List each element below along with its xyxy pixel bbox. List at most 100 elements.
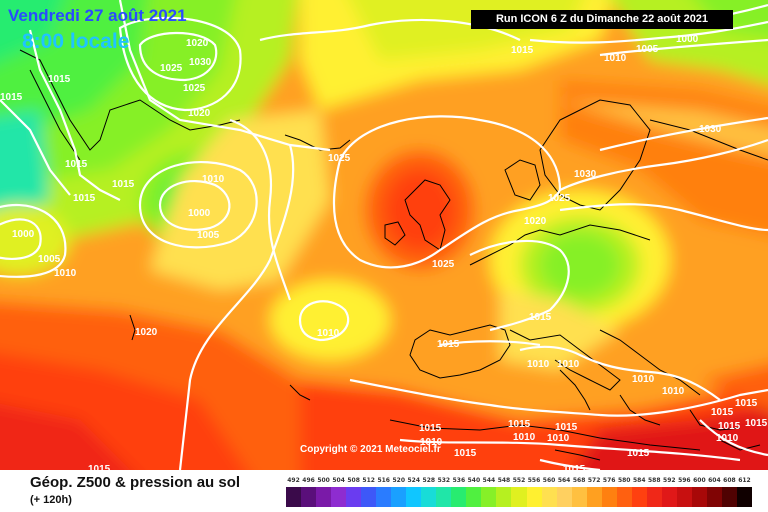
scale-tick-label: 544: [482, 477, 496, 484]
pressure-label: 1000: [12, 229, 35, 240]
scale-swatch: [466, 487, 482, 507]
scale-swatch: [331, 487, 347, 507]
scale-tick-label: 552: [512, 477, 526, 484]
scale-swatch: [391, 487, 407, 507]
pressure-label: 1015: [627, 448, 650, 459]
pressure-label: 1015: [745, 418, 768, 429]
legend-panel: Géop. Z500 & pression au sol (+ 120h) 49…: [0, 470, 768, 512]
coastlines: [19, 49, 768, 461]
scale-tick-label: 608: [723, 477, 736, 484]
pressure-label: 1010: [547, 433, 570, 444]
scale-swatch: [301, 487, 317, 507]
scale-tick-label: 516: [377, 477, 390, 484]
pressure-label: 1005: [38, 254, 61, 265]
pressure-label: 1030: [699, 124, 722, 135]
scale-tick-label: 524: [407, 477, 421, 484]
pressure-label: 1015: [563, 464, 586, 470]
scale-tick-label: 592: [663, 477, 676, 484]
scale-swatch: [631, 487, 647, 507]
scale-tick-label: 536: [452, 477, 466, 484]
pressure-label: 1010: [632, 374, 655, 385]
scale-tick-label: 556: [527, 477, 541, 484]
scale-swatch: [406, 487, 422, 507]
pressure-label: 1015: [88, 464, 111, 470]
scale-tick-label: 612: [738, 477, 751, 484]
forecast-time: 8:00 locale: [22, 30, 130, 53]
scale-tick-label: 572: [587, 477, 601, 484]
scale-tick-label: 564: [557, 477, 571, 484]
scale-swatch: [571, 487, 587, 507]
scale-swatch: [361, 487, 377, 507]
model-run-badge: Run ICON 6 Z du Dimanche 22 août 2021: [471, 10, 733, 29]
color-scale-ticks: 492 496 500 504 508 512 516 520 524 528 532 536 540 5…: [286, 477, 752, 484]
pressure-label: 1015: [73, 193, 96, 204]
scale-tick-label: 576: [602, 477, 616, 484]
pressure-label: 1015: [437, 339, 460, 350]
copyright-notice: Copyright © 2021 Meteociel.fr: [300, 444, 441, 455]
pressure-label: 1010: [513, 432, 536, 443]
scale-tick-label: 496: [302, 477, 315, 484]
pressure-label: 1010: [557, 359, 580, 370]
pressure-label: 1010: [527, 359, 550, 370]
pressure-label: 1015: [112, 179, 135, 190]
scale-tick-label: 520: [392, 477, 405, 484]
pressure-label: 1025: [548, 193, 571, 204]
pressure-label: 1010: [716, 433, 739, 444]
pressure-label: 1020: [186, 38, 209, 49]
pressure-label: 1000: [676, 34, 699, 45]
scale-swatch: [346, 487, 362, 507]
scale-tick-label: 540: [467, 477, 481, 484]
scale-swatch: [691, 487, 707, 507]
pressure-label: 1015: [718, 421, 741, 432]
scale-tick-label: 532: [437, 477, 451, 484]
scale-tick-label: 492: [287, 477, 300, 484]
scale-tick-label: 512: [362, 477, 375, 484]
pressure-label: 1010: [604, 53, 627, 64]
pressure-label: 1015: [511, 45, 534, 56]
scale-swatch: [316, 487, 332, 507]
pressure-label: 1010: [54, 268, 77, 279]
scale-swatch: [541, 487, 557, 507]
pressure-label: 1015: [711, 407, 734, 418]
pressure-label: 1010: [662, 386, 685, 397]
pressure-label: 1015: [48, 74, 71, 85]
scale-swatch: [496, 487, 512, 507]
scale-swatch: [511, 487, 527, 507]
pressure-label: 1015: [65, 159, 88, 170]
weather-map: 1020103010251025102010151015101510151015…: [0, 0, 768, 470]
scale-tick-label: 584: [632, 477, 646, 484]
scale-swatch: [481, 487, 497, 507]
pressure-label: 1020: [135, 327, 158, 338]
scale-swatch: [661, 487, 677, 507]
scale-tick-label: 548: [497, 477, 511, 484]
geopotential-field: [0, 0, 768, 470]
scale-swatch: [556, 487, 572, 507]
scale-swatch: [376, 487, 392, 507]
pressure-label: 1030: [189, 57, 212, 68]
scale-tick-label: 568: [572, 477, 586, 484]
scale-swatch: [721, 487, 737, 507]
scale-tick-label: 560: [542, 477, 556, 484]
pressure-label: 1005: [636, 44, 659, 55]
scale-tick-label: 604: [708, 477, 721, 484]
pressure-label: 1025: [328, 153, 351, 164]
scale-swatch: [586, 487, 602, 507]
pressure-label: 1000: [188, 208, 211, 219]
pressure-label: 1010: [202, 174, 225, 185]
color-scale: 492 496 500 504 508 512 516 520 524 528 532 536 540 5…: [286, 477, 752, 509]
scale-tick-label: 528: [422, 477, 436, 484]
pressure-label: 1005: [197, 230, 220, 241]
forecast-date: Vendredi 27 août 2021: [8, 6, 187, 25]
scale-swatch: [706, 487, 722, 507]
scale-swatch: [436, 487, 452, 507]
scale-tick-label: 504: [332, 477, 345, 484]
pressure-label: 1025: [183, 83, 206, 94]
pressure-label: 1015: [529, 312, 552, 323]
pressure-label: 1025: [160, 63, 183, 74]
pressure-label: 1020: [524, 216, 547, 227]
pressure-label: 1025: [432, 259, 455, 270]
scale-swatch: [286, 487, 302, 507]
scale-tick-label: 600: [693, 477, 706, 484]
pressure-labels: 1020103010251025102010151015101510151015…: [0, 9, 768, 470]
pressure-label: 1015: [419, 423, 442, 434]
